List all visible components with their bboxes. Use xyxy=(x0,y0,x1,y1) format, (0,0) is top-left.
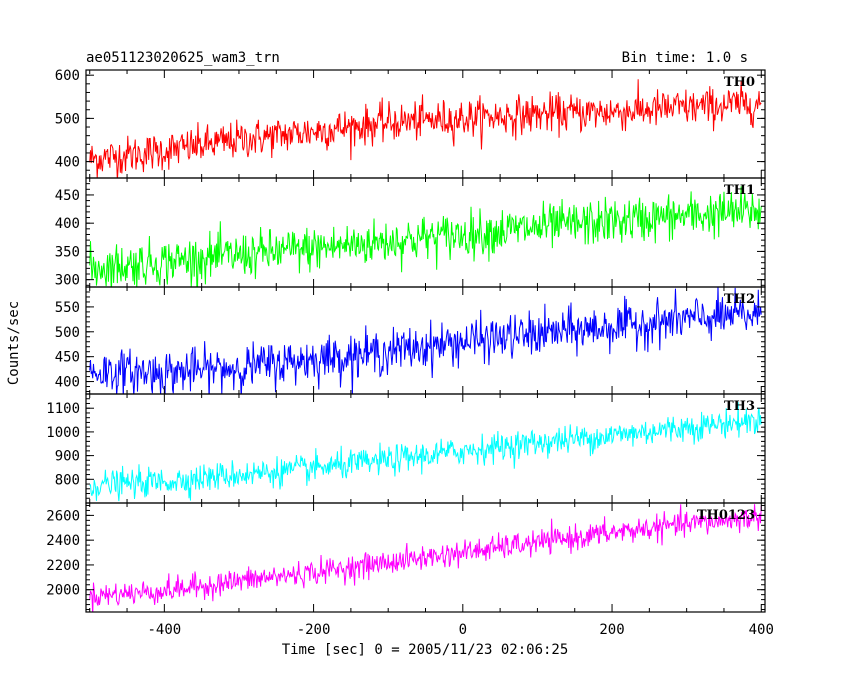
x-tick-label: 200 xyxy=(599,622,624,638)
y-tick-label: 400 xyxy=(55,155,80,171)
series-line-th0123 xyxy=(89,504,762,612)
panel-th0: 400 500 600 TH0 xyxy=(55,68,766,179)
y-tick-label: 550 xyxy=(55,300,80,316)
x-tick-label: 400 xyxy=(749,622,774,638)
series-line-th3 xyxy=(89,402,762,502)
panel-th2: 400 450 500 550 TH2 xyxy=(55,286,766,395)
series-label-th0123: TH0123 xyxy=(697,508,755,523)
y-tick-label: 2600 xyxy=(46,508,80,524)
y-tick-label: 350 xyxy=(55,244,80,260)
x-axis-title: Time [sec] 0 = 2005/11/23 02:06:25 xyxy=(282,642,569,658)
chart-title: ae051123020625_wam3_trn xyxy=(86,50,280,66)
series-label-th2: TH2 xyxy=(724,292,755,307)
y-tick-label: 400 xyxy=(55,216,80,232)
y-tick-label: 2400 xyxy=(46,533,80,549)
y-tick-label: 300 xyxy=(55,273,80,289)
x-tick-label: -200 xyxy=(297,622,331,638)
x-tick-label: 0 xyxy=(459,622,467,638)
y-tick-label: 2200 xyxy=(46,558,80,574)
y-tick-label: 500 xyxy=(55,111,80,127)
y-tick-label: 600 xyxy=(55,68,80,84)
series-line-th2 xyxy=(89,287,762,394)
series-label-th3: TH3 xyxy=(724,399,755,414)
series-label-th0: TH0 xyxy=(724,75,755,90)
y-tick-label: 1100 xyxy=(46,401,80,417)
series-line-th1 xyxy=(89,186,762,287)
panel-frame xyxy=(85,393,766,504)
bin-time-label: Bin time: 1.0 s xyxy=(622,50,748,66)
x-tick-label: -400 xyxy=(147,622,181,638)
panel-th3: 800 900 1000 1100 TH3 xyxy=(46,393,766,504)
panel-th0123: 2000 2200 2400 2600 TH0123 xyxy=(46,502,766,613)
y-tick-label: 400 xyxy=(55,375,80,391)
y-tick-label: 450 xyxy=(55,188,80,204)
panel-frame xyxy=(85,502,766,613)
series-label-th1: TH1 xyxy=(724,183,755,198)
y-tick-label: 500 xyxy=(55,325,80,341)
x-axis-ticks: -400 -200 0 200 400 xyxy=(147,622,773,638)
panel-frame xyxy=(85,69,766,179)
y-tick-label: 800 xyxy=(55,472,80,488)
panels-group: 400 500 600 TH0 300 350 400 450 TH1 400 450 500 550 T… xyxy=(46,68,766,613)
y-tick-label: 900 xyxy=(55,449,80,465)
panel-th1: 300 350 400 450 TH1 xyxy=(55,177,766,289)
y-tick-label: 450 xyxy=(55,350,80,366)
y-axis-title: Counts/sec xyxy=(6,301,22,385)
y-tick-label: 2000 xyxy=(46,583,80,599)
y-tick-label: 1000 xyxy=(46,425,80,441)
panel-frame xyxy=(85,286,766,395)
series-line-th0 xyxy=(89,79,762,178)
